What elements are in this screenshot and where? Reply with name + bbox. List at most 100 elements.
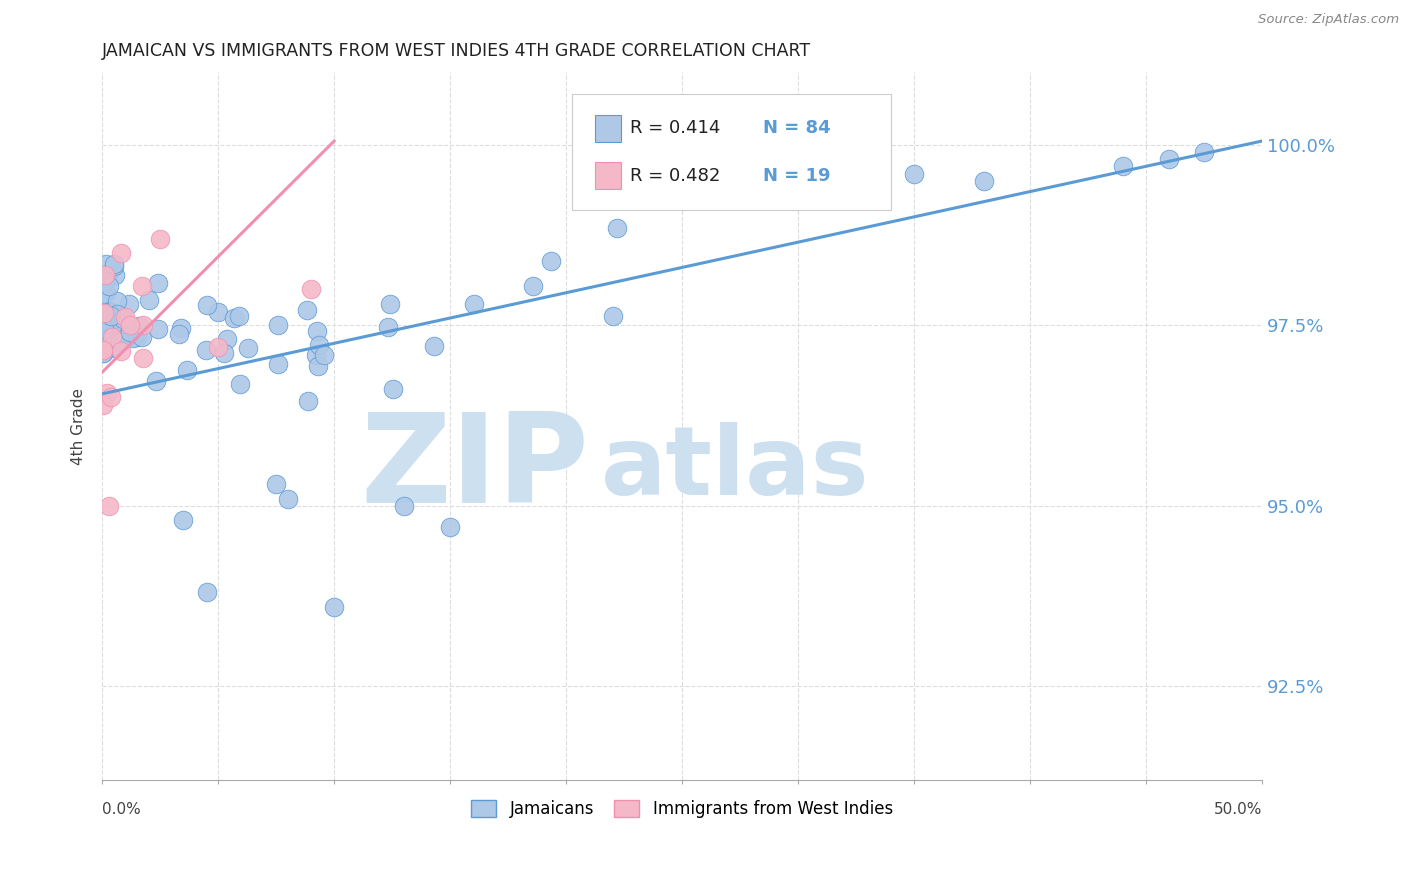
Point [195, 585, 218, 599]
Point [146, 276, 169, 290]
Point [105, 294, 128, 309]
Point [224, 310, 246, 325]
Point [170, 321, 193, 335]
Point [172, 513, 194, 527]
Point [97, 303, 120, 318]
Point [114, 330, 136, 344]
Point [118, 318, 141, 333]
Point [100, 341, 122, 355]
Point [98, 499, 121, 513]
Point [264, 477, 287, 491]
Point [110, 344, 132, 359]
Point [97, 323, 120, 337]
Point [127, 330, 149, 344]
Point [439, 520, 461, 534]
Point [1112, 159, 1135, 173]
Point [114, 310, 136, 325]
Point [93, 301, 115, 316]
Point [94, 274, 117, 288]
Point [382, 382, 405, 396]
Point [96, 310, 118, 325]
Point [96, 314, 118, 328]
Point [305, 324, 328, 338]
Point [145, 374, 167, 388]
Point [378, 297, 401, 311]
Text: Source: ZipAtlas.com: Source: ZipAtlas.com [1258, 13, 1399, 27]
Point [93, 398, 115, 412]
Point [118, 297, 141, 311]
Point [212, 345, 235, 359]
Text: N = 19: N = 19 [763, 167, 831, 185]
Point [149, 231, 172, 245]
Point [105, 307, 128, 321]
Point [207, 340, 229, 354]
Point [266, 318, 288, 332]
Point [101, 330, 124, 344]
Point [103, 257, 125, 271]
Point [308, 338, 330, 352]
Point [522, 278, 544, 293]
Point [104, 268, 127, 283]
Point [97, 279, 120, 293]
Point [973, 174, 995, 188]
Point [228, 309, 250, 323]
Y-axis label: 4th Grade: 4th Grade [72, 388, 86, 465]
Point [1192, 145, 1215, 159]
Point [305, 348, 328, 362]
Point [93, 346, 115, 360]
Point [377, 319, 399, 334]
Point [94, 257, 117, 271]
Point [93, 343, 115, 357]
Point [93, 346, 115, 360]
Point [217, 332, 239, 346]
Point [299, 282, 322, 296]
Point [132, 318, 155, 333]
Point [267, 357, 290, 371]
Point [297, 393, 319, 408]
Point [96, 385, 118, 400]
Point [93, 322, 115, 336]
Point [602, 309, 624, 323]
Point [148, 322, 170, 336]
Point [295, 302, 318, 317]
Point [94, 286, 117, 301]
Point [131, 329, 153, 343]
Point [229, 377, 252, 392]
Text: 0.0%: 0.0% [103, 802, 141, 817]
Point [131, 278, 153, 293]
Legend: Jamaicans, Immigrants from West Indies: Jamaicans, Immigrants from West Indies [464, 794, 900, 825]
Point [121, 331, 143, 345]
Text: N = 84: N = 84 [763, 120, 831, 137]
Point [100, 391, 122, 405]
Point [110, 334, 132, 349]
Text: atlas: atlas [600, 422, 869, 516]
Point [118, 325, 141, 339]
Point [93, 305, 115, 319]
Point [312, 348, 335, 362]
Point [423, 339, 446, 353]
Point [307, 359, 329, 374]
Point [903, 167, 925, 181]
Point [540, 254, 562, 268]
Point [93, 287, 115, 301]
Point [100, 310, 122, 324]
Point [207, 305, 229, 319]
Point [277, 491, 299, 506]
Text: R = 0.414: R = 0.414 [630, 120, 720, 137]
Point [93, 343, 115, 358]
Point [167, 327, 190, 342]
Point [236, 341, 259, 355]
Text: 50.0%: 50.0% [1213, 802, 1263, 817]
Point [93, 268, 115, 282]
Point [96, 269, 118, 284]
Point [195, 298, 218, 312]
Point [103, 259, 125, 273]
Point [176, 363, 198, 377]
Text: ZIP: ZIP [360, 409, 589, 529]
Point [110, 246, 132, 260]
Point [138, 293, 160, 307]
Point [392, 499, 415, 513]
Point [463, 297, 485, 311]
Point [323, 599, 346, 614]
Point [100, 310, 122, 324]
